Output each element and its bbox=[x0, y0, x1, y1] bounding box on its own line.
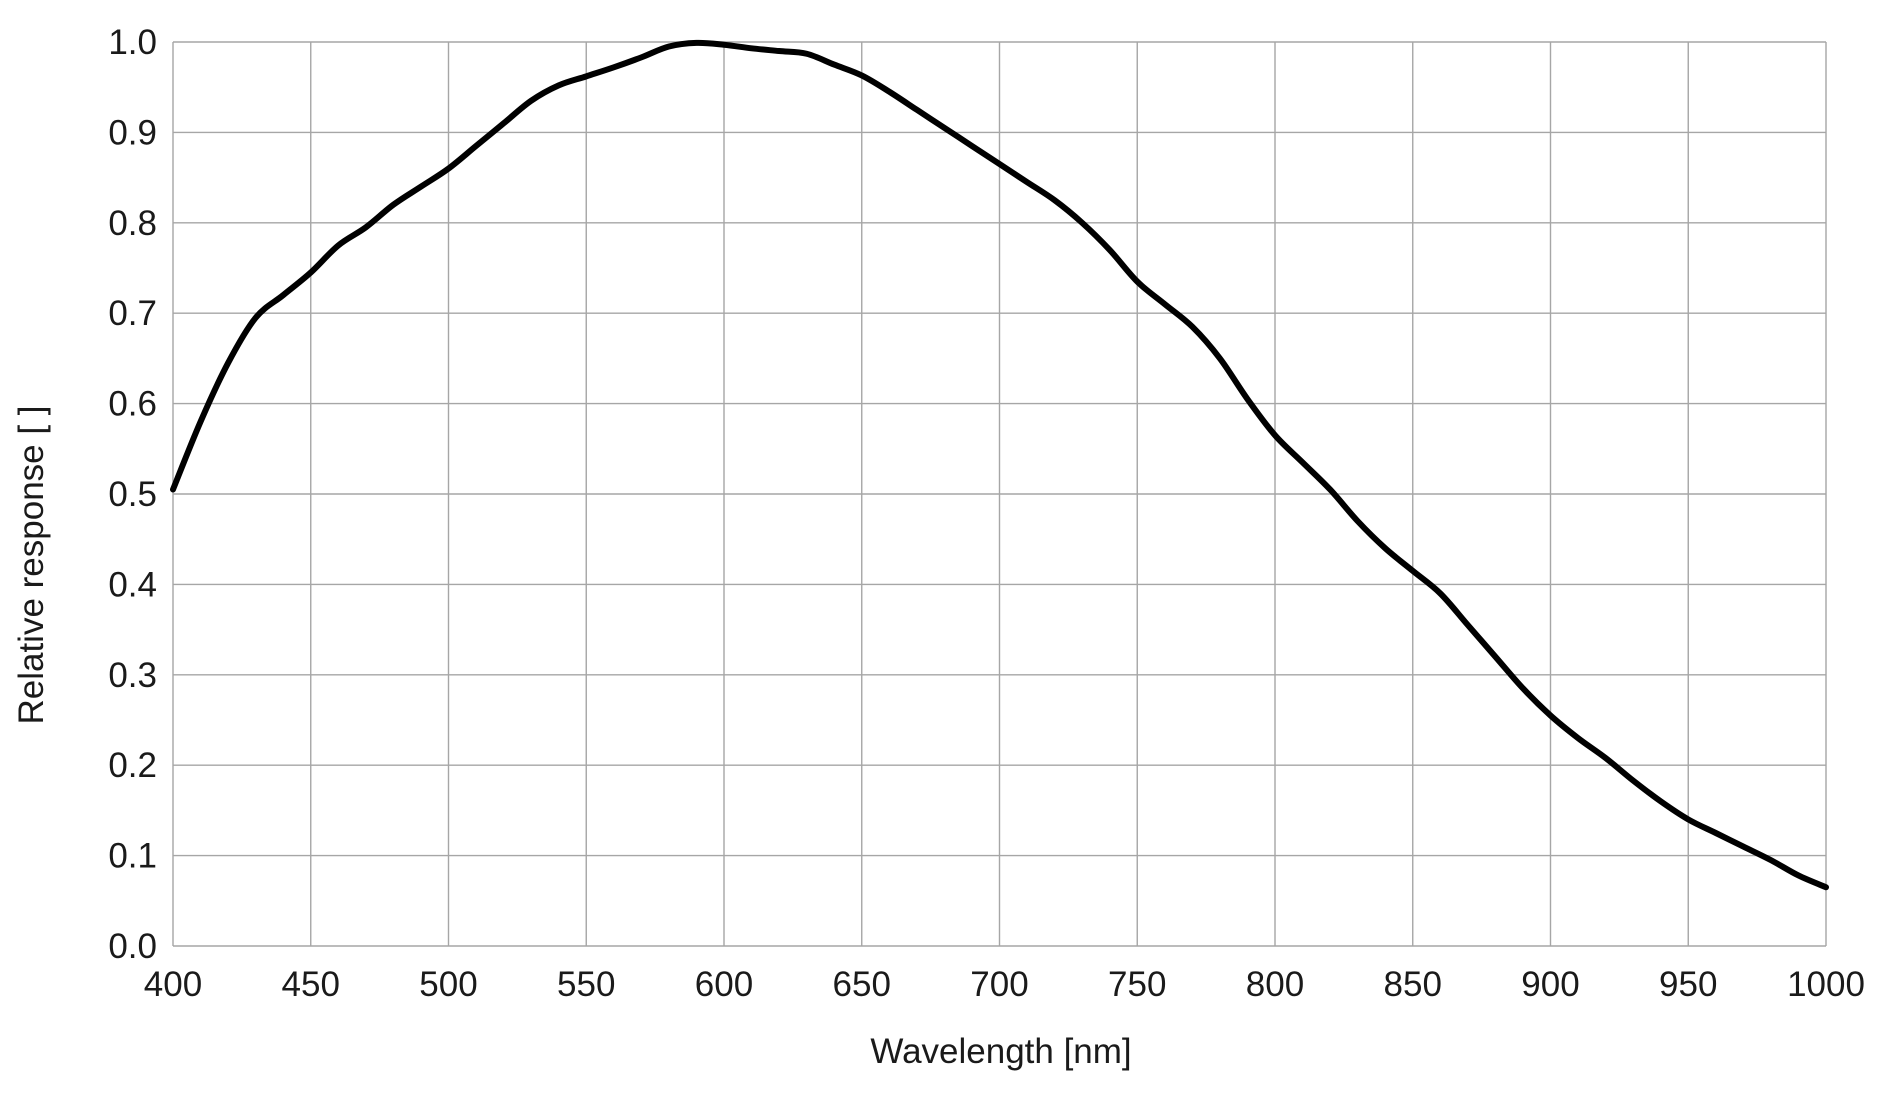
x-tick-label: 800 bbox=[1246, 965, 1304, 1004]
y-tick-label: 0.6 bbox=[108, 385, 157, 424]
x-tick-label: 600 bbox=[695, 965, 753, 1004]
x-axis-title: Wavelength [nm] bbox=[870, 1032, 1131, 1071]
y-tick-label: 0.9 bbox=[108, 113, 157, 152]
y-tick-labels: 0.0 0.1 0.2 0.3 0.4 0.5 0.6 0.7 0.8 0.9 1.0 bbox=[108, 23, 157, 966]
y-tick-label: 1.0 bbox=[108, 23, 157, 62]
x-tick-label: 650 bbox=[833, 965, 891, 1004]
y-tick-label: 0.2 bbox=[108, 746, 157, 785]
x-tick-label: 700 bbox=[970, 965, 1028, 1004]
y-tick-label: 0.1 bbox=[108, 837, 157, 876]
x-tick-label: 1000 bbox=[1787, 965, 1865, 1004]
x-tick-label: 900 bbox=[1521, 965, 1579, 1004]
series-line bbox=[170, 39, 1829, 891]
x-tick-label: 500 bbox=[419, 965, 477, 1004]
y-tick-label: 0.7 bbox=[108, 294, 157, 333]
y-axis-title: Relative response [ ] bbox=[12, 405, 51, 724]
series-group bbox=[170, 39, 1829, 891]
x-tick-label: 950 bbox=[1659, 965, 1717, 1004]
y-tick-label: 0.5 bbox=[108, 475, 157, 514]
y-tick-label: 0.0 bbox=[108, 927, 157, 966]
grid bbox=[172, 41, 1827, 947]
y-tick-label: 0.4 bbox=[108, 565, 157, 604]
x-tick-label: 750 bbox=[1108, 965, 1166, 1004]
x-tick-labels: 400 450 500 550 600 650 700 750 800 850 900 950 1000 bbox=[144, 965, 1865, 1004]
x-tick-label: 450 bbox=[282, 965, 340, 1004]
x-tick-label: 400 bbox=[144, 965, 202, 1004]
y-tick-label: 0.3 bbox=[108, 656, 157, 695]
x-tick-label: 550 bbox=[557, 965, 615, 1004]
x-tick-label: 850 bbox=[1384, 965, 1442, 1004]
y-tick-label: 0.8 bbox=[108, 204, 157, 243]
